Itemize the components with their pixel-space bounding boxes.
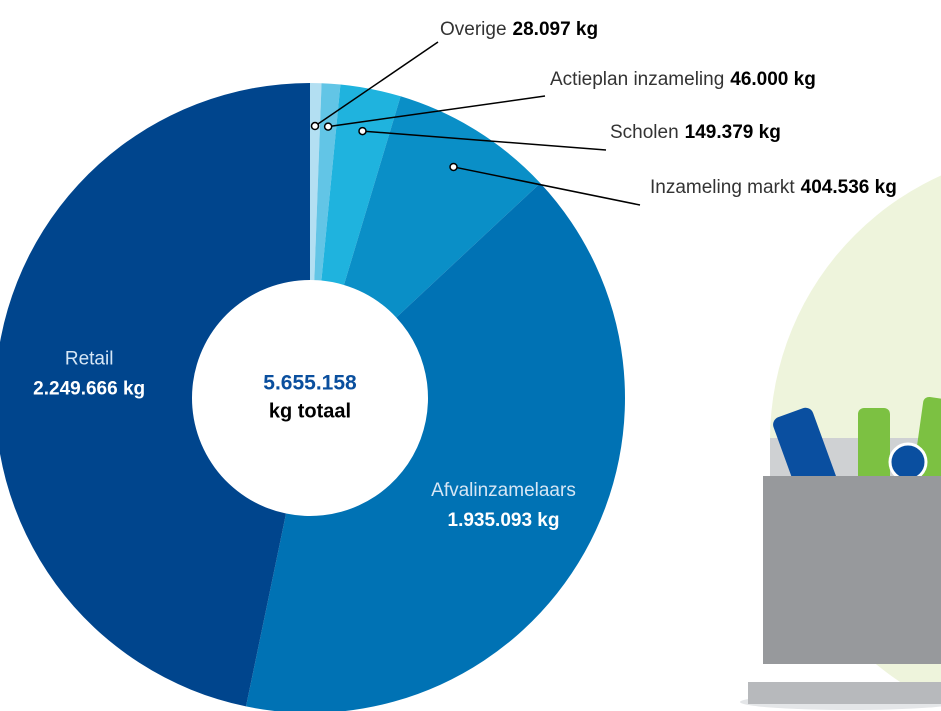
base <box>748 682 941 704</box>
category-name: Overige <box>440 19 507 40</box>
leader-line <box>362 130 607 151</box>
slice <box>343 96 541 318</box>
callout-label: Actieplan inzameling 46.000 kg <box>550 69 816 90</box>
coin-battery <box>888 442 928 482</box>
category-name: Retail <box>65 348 114 369</box>
slice <box>310 83 322 281</box>
callout-label: Scholen 149.379 kg <box>610 122 781 143</box>
leader-dot <box>358 126 367 136</box>
box-front <box>763 476 941 664</box>
center-label: kg totaal <box>269 400 351 422</box>
value-label: 28.097 kg <box>513 19 599 40</box>
leader-dot <box>310 121 320 131</box>
value-label: 1.935.093 kg <box>448 510 560 531</box>
value-label: 46.000 kg <box>730 69 816 90</box>
slice <box>314 83 341 281</box>
leader-line <box>453 166 641 206</box>
category-name: Inzameling markt <box>650 177 795 198</box>
battery <box>858 408 890 488</box>
donut <box>0 83 625 711</box>
category-name: Actieplan inzameling <box>550 69 724 90</box>
value-label: 149.379 kg <box>685 122 781 143</box>
leader-dot <box>323 122 333 131</box>
value-label: 2.249.666 kg <box>33 378 145 399</box>
slice <box>245 183 625 711</box>
category-name: Scholen <box>610 122 679 143</box>
slice <box>0 83 310 707</box>
slice <box>321 84 401 285</box>
illustration <box>740 175 941 710</box>
value-label: 404.536 kg <box>801 177 897 198</box>
leader-line <box>328 95 546 128</box>
leader-line <box>314 41 439 127</box>
leader-dot <box>449 162 458 172</box>
callout-label: Inzameling markt 404.536 kg <box>650 177 897 198</box>
category-name: Afvalinzamelaars <box>431 480 576 501</box>
callout-label: Overige 28.097 kg <box>440 19 598 40</box>
labels: Overige 28.097 kg Actieplan inzameling 46.0… <box>33 19 897 531</box>
center-value: 5.655.158 <box>263 372 357 395</box>
